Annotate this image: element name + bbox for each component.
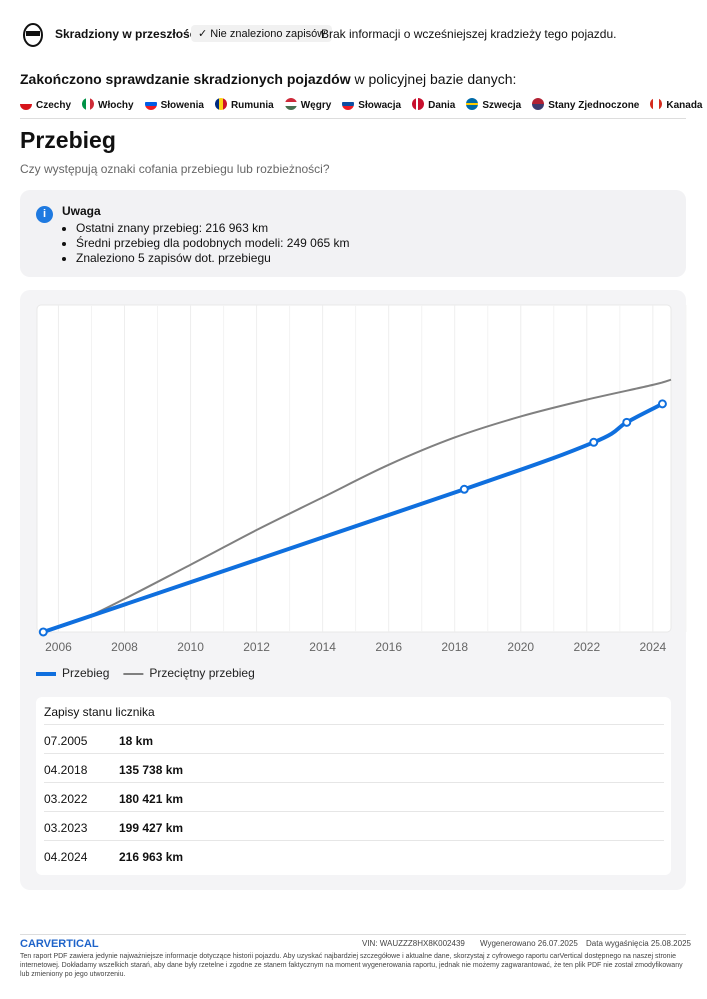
data-point [589,437,599,447]
x-tick-label: 2012 [243,640,270,654]
series-line [42,378,672,633]
plot-area [36,304,672,633]
notice-list: Ostatni znany przebieg: 216 963 kmŚredni… [54,221,350,266]
country: Słowenia [144,98,204,111]
generated: Wygenerowano 26.07.2025 [480,939,578,948]
x-tick-label: 2010 [177,640,204,654]
flag-icon [466,98,479,110]
country: Dania [412,98,455,111]
check-rest: w policyjnej bazie danych: [350,71,517,87]
record-row: 03.2022 180 421 km [44,782,664,811]
theft-title: Skradziony w przeszłości [55,27,200,41]
x-tick-label: 2022 [573,640,600,654]
record-row: 07.2005 18 km [44,724,664,753]
record-date: 07.2005 [44,734,88,748]
mileage-title: Przebieg [20,127,116,153]
chart: 2006 2008 2010 2012 2014 2016 2018 2020 2022 2024… [36,304,687,680]
record-km: 199 427 km [119,821,184,835]
flag-icon [82,98,95,110]
badge: ✓ Nie znaleziono zapisów [191,25,333,42]
country-name: Szwecja [482,100,522,111]
info-icon: i [36,206,53,223]
legend-label: Przebieg [62,666,109,680]
x-tick-label: 2024 [639,640,666,654]
logo: CARVERTICAL [20,938,99,950]
theft-text: Brak informacji o wcześniejszej kradzież… [321,27,617,41]
record-km: 180 421 km [119,792,184,806]
country: Włochy [82,98,134,111]
x-tick-label: 2018 [441,640,468,654]
record-row: 03.2023 199 427 km [44,811,664,840]
check-line: Zakończono sprawdzanie skradzionych poja… [20,71,516,87]
divider [20,934,686,935]
record-date: 03.2022 [44,792,88,806]
notice-item: Ostatni znany przebieg: 216 963 km [76,221,350,236]
country: Rumunia [214,98,274,111]
notice-title: Uwaga [62,204,101,218]
country: Kanada [650,98,703,111]
records-title: Zapisy stanu licznika [44,705,155,719]
check-heading: Zakończono sprawdzanie skradzionych poja… [20,71,351,87]
data-point [459,484,469,494]
vin: VIN: WAUZZZ8HX8K002439 [362,939,465,948]
country-name: Słowacja [358,100,402,111]
flag-icon [650,98,663,110]
country-name: Kanada [666,100,703,111]
country: Szwecja [466,98,521,111]
divider [20,118,686,119]
notice-item: Średni przebieg dla podobnych modeli: 24… [76,236,350,251]
flag-icon [532,98,545,110]
country-name: Stany Zjednoczone [548,100,640,111]
country-name: Dania [428,100,456,111]
country-list: Czechy Włochy Słowenia Rumunia Węgry Słowacja… [20,95,707,113]
country: Węgry [284,98,332,111]
x-tick-label: 2006 [45,640,72,654]
data-point [38,627,48,637]
record-row: 04.2018 135 738 km [44,753,664,782]
flag-icon [342,98,355,110]
data-point [657,399,667,409]
disclaimer: Ten raport PDF zawiera jedynie najważnie… [20,953,683,978]
data-point [622,417,632,427]
country: Słowacja [342,98,401,111]
expiry: Data wygaśnięcia 25.08.2025 [586,939,691,948]
country-name: Włochy [98,100,134,111]
notice-card: i Uwaga Ostatni znany przebieg: 216 963 … [20,190,686,277]
records-card [36,697,671,875]
country-name: Słowenia [160,100,204,111]
badge-text: Nie znaleziono zapisów [210,28,326,40]
flag-icon [20,98,32,110]
country: Czechy [20,98,71,111]
record-km: 216 963 km [119,850,184,864]
x-tick-label: 2020 [507,640,534,654]
notice-item: Znaleziono 5 zapisów dot. przebiegu [76,251,350,266]
flag-icon [284,98,297,110]
country-name: Rumunia [230,100,274,111]
record-km: 18 km [119,734,154,748]
x-tick-label: 2014 [309,640,336,654]
country-name: Czechy [36,100,72,111]
x-tick-label: 2016 [375,640,402,654]
x-tick-label: 2008 [111,640,138,654]
record-date: 04.2018 [44,763,88,777]
record-date: 03.2023 [44,821,88,835]
mileage-subtitle: Czy występują oznaki cofania przebiegu l… [20,162,330,176]
flag-icon [412,98,425,110]
country-name: Węgry [300,100,332,111]
legend-label: Przeciętny przebieg [149,666,254,680]
flag-icon [144,98,157,110]
country: Stany Zjednoczone [532,98,639,111]
record-date: 04.2024 [44,850,88,864]
mask-icon [23,23,43,47]
flag-icon [214,98,227,110]
record-km: 135 738 km [119,763,184,777]
record-row: 04.2024 216 963 km [44,840,664,869]
